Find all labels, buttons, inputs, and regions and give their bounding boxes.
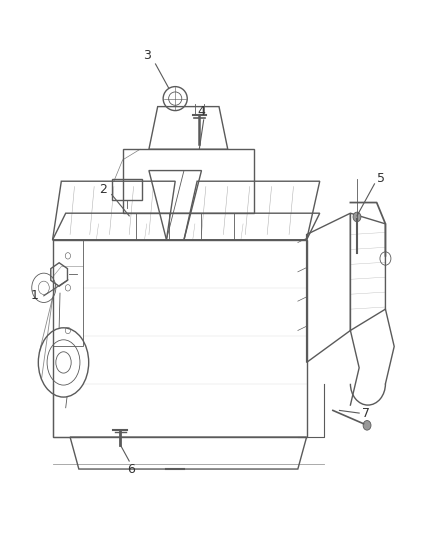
Text: 6: 6 xyxy=(127,463,135,475)
Text: 2: 2 xyxy=(99,183,107,196)
Text: 7: 7 xyxy=(362,407,370,419)
Text: 3: 3 xyxy=(143,50,151,62)
Ellipse shape xyxy=(353,212,361,222)
Text: 1: 1 xyxy=(31,289,39,302)
Text: 5: 5 xyxy=(377,172,385,185)
Ellipse shape xyxy=(363,421,371,430)
Text: 4: 4 xyxy=(198,106,205,118)
